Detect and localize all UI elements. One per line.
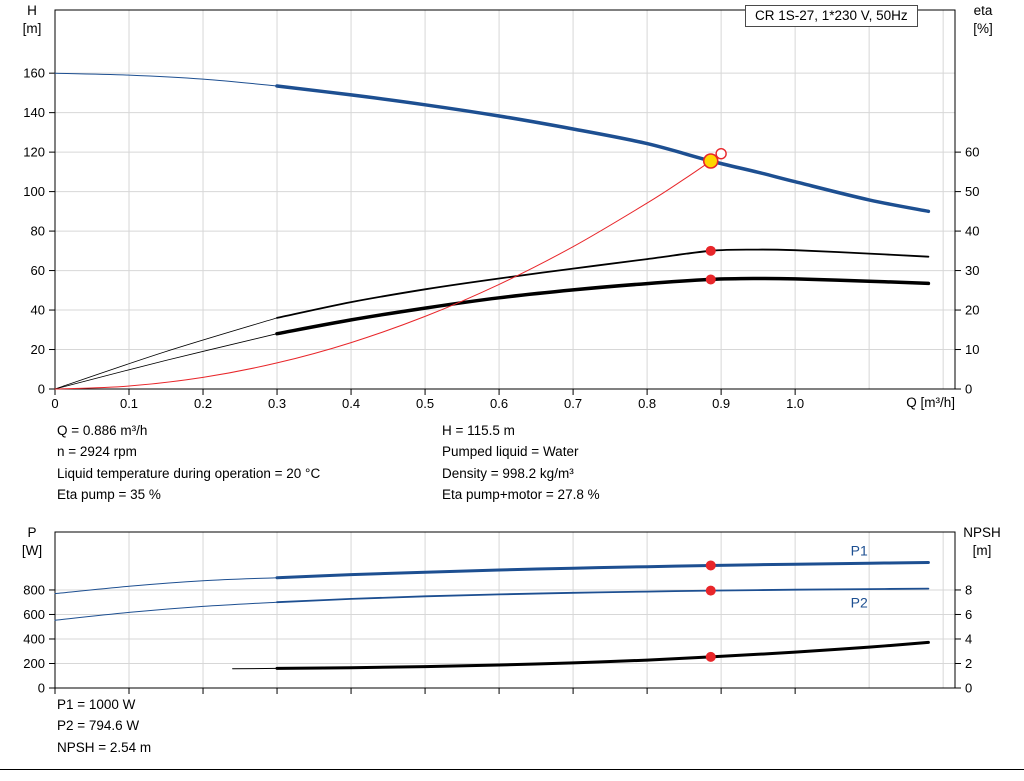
requested-duty-marker [715, 148, 727, 160]
tick-label-right: 2 [965, 656, 972, 671]
info-line-eta-pump-motor: Eta pump+motor = 27.8 % [442, 487, 600, 503]
tick-label-x: 0.5 [416, 396, 434, 411]
npsh-axis-title: NPSH [m] [950, 524, 1014, 560]
plot-frame [54, 9, 956, 390]
tick-label-x: 0.6 [490, 396, 508, 411]
plot-frame [54, 531, 956, 689]
curve-label-p2: P2 [851, 595, 868, 611]
tick-label-right: 6 [965, 607, 972, 622]
series-eta-pump-motor [275, 276, 931, 336]
power-axis-title: P [W] [12, 524, 52, 560]
tick-label-left: 20 [31, 342, 45, 357]
head-axis-title-symbol: H [27, 3, 37, 18]
tick-label-left: 80 [31, 224, 45, 239]
tick-label-x: 0.4 [342, 396, 360, 411]
curve-point-marker [705, 651, 716, 662]
info-line-flow: Q = 0.886 m³/h [57, 423, 148, 438]
tick-label-x: 0 [51, 396, 58, 411]
tick-label-right: 4 [965, 631, 972, 646]
tick-label-left: 800 [23, 582, 45, 597]
tick-label-x: 1.0 [786, 396, 804, 411]
tick-label-right: 20 [965, 303, 979, 318]
series-p1-lead [54, 577, 278, 595]
head-axis-title: H [m] [12, 2, 52, 38]
series-eta-pump-lead [54, 317, 278, 390]
operating-data-left: Q = 0.886 m³/h n = 2924 rpm Liquid tempe… [57, 420, 320, 506]
tick-label-x: 0.8 [638, 396, 656, 411]
series-p2-lead [54, 601, 278, 621]
tick-label-left: 0 [38, 681, 45, 696]
head-axis-title-unit: [m] [22, 21, 42, 36]
tick-label-x: 0.3 [268, 396, 286, 411]
info-line-eta-pump: Eta pump = 35 % [57, 487, 161, 503]
tick-label-left: 100 [23, 184, 45, 199]
info-line-head: H = 115.5 m [442, 423, 515, 438]
info-line-p2: P2 = 794.6 W [57, 718, 140, 734]
tick-label-left: 120 [23, 145, 45, 160]
tick-label-x: 0.2 [194, 396, 212, 411]
power-axis-title-unit: [W] [21, 543, 43, 558]
curve-label-p1: P1 [851, 543, 868, 559]
curve-point-marker [705, 585, 716, 596]
series-head [275, 84, 931, 214]
power-axis-title-symbol: P [27, 525, 37, 540]
eta-axis-title-symbol: eta [973, 3, 993, 18]
tick-label-x: 0.1 [120, 396, 138, 411]
info-line-npsh: NPSH = 2.54 m [57, 739, 152, 755]
tick-label-right: 30 [965, 263, 979, 278]
tick-label-right: 60 [965, 145, 979, 160]
tick-label-right: 40 [965, 224, 979, 239]
tick-label-left: 200 [23, 656, 45, 671]
tick-label-left: 600 [23, 607, 45, 622]
npsh-axis-title-unit: [m] [972, 543, 992, 558]
curve-point-marker [705, 245, 716, 256]
series-p2 [276, 587, 930, 604]
tick-label-x: 0.9 [712, 396, 730, 411]
series-eta-pump [276, 248, 930, 319]
tick-label-right: 50 [965, 184, 979, 199]
info-line-speed: n = 2924 rpm [57, 444, 137, 460]
tick-label-right: 0 [965, 382, 972, 397]
info-line-pumped-liquid: Pumped liquid = Water [442, 444, 579, 460]
info-line-liquid-temperature: Liquid temperature during operation = 20… [57, 465, 321, 481]
npsh-axis-title-symbol: NPSH [963, 525, 1001, 540]
tick-label-left: 140 [23, 105, 45, 120]
tick-label-right: 8 [965, 582, 972, 597]
tick-label-left: 60 [31, 263, 45, 278]
tick-label-left: 400 [23, 631, 45, 646]
eta-axis-title-unit: [%] [973, 21, 993, 36]
tick-label-left: 0 [38, 382, 45, 397]
eta-axis-title: eta [%] [958, 2, 1008, 38]
info-line-density: Density = 998.2 kg/m³ [442, 465, 574, 481]
flow-axis-title: Q [m³/h] [906, 395, 955, 410]
series-npsh [275, 640, 930, 670]
power-npsh-chart: 0 200 400 600 800 0 2 4 6 8 P1 P2 [23, 531, 972, 696]
qh-efficiency-chart: 0 20 40 60 80 100 120 140 160 0 10 20 30 40 50 60 0 0.1 0.… [23, 9, 979, 411]
tick-label-left: 40 [31, 303, 45, 318]
duty-point-marker [702, 153, 719, 169]
operating-data-right: H = 115.5 m Pumped liquid = Water Densit… [442, 420, 600, 506]
footer-divider [0, 769, 1024, 770]
tick-label-right: 0 [965, 681, 972, 696]
series-system-curve [54, 153, 722, 390]
series-head-lead [54, 72, 278, 87]
series-eta-pump-motor-lead [54, 333, 278, 390]
power-npsh-data: P1 = 1000 W P2 = 794.6 W NPSH = 2.54 m [57, 694, 151, 758]
tick-label-left: 160 [23, 66, 45, 81]
info-line-p1: P1 = 1000 W [57, 697, 136, 712]
curve-point-marker [705, 560, 716, 571]
tick-label-x: 0.7 [564, 396, 582, 411]
tick-label-right: 10 [965, 342, 979, 357]
curve-point-marker [705, 274, 716, 285]
pump-model-box: CR 1S-27, 1*230 V, 50Hz [745, 5, 918, 27]
series-p1 [275, 561, 930, 580]
